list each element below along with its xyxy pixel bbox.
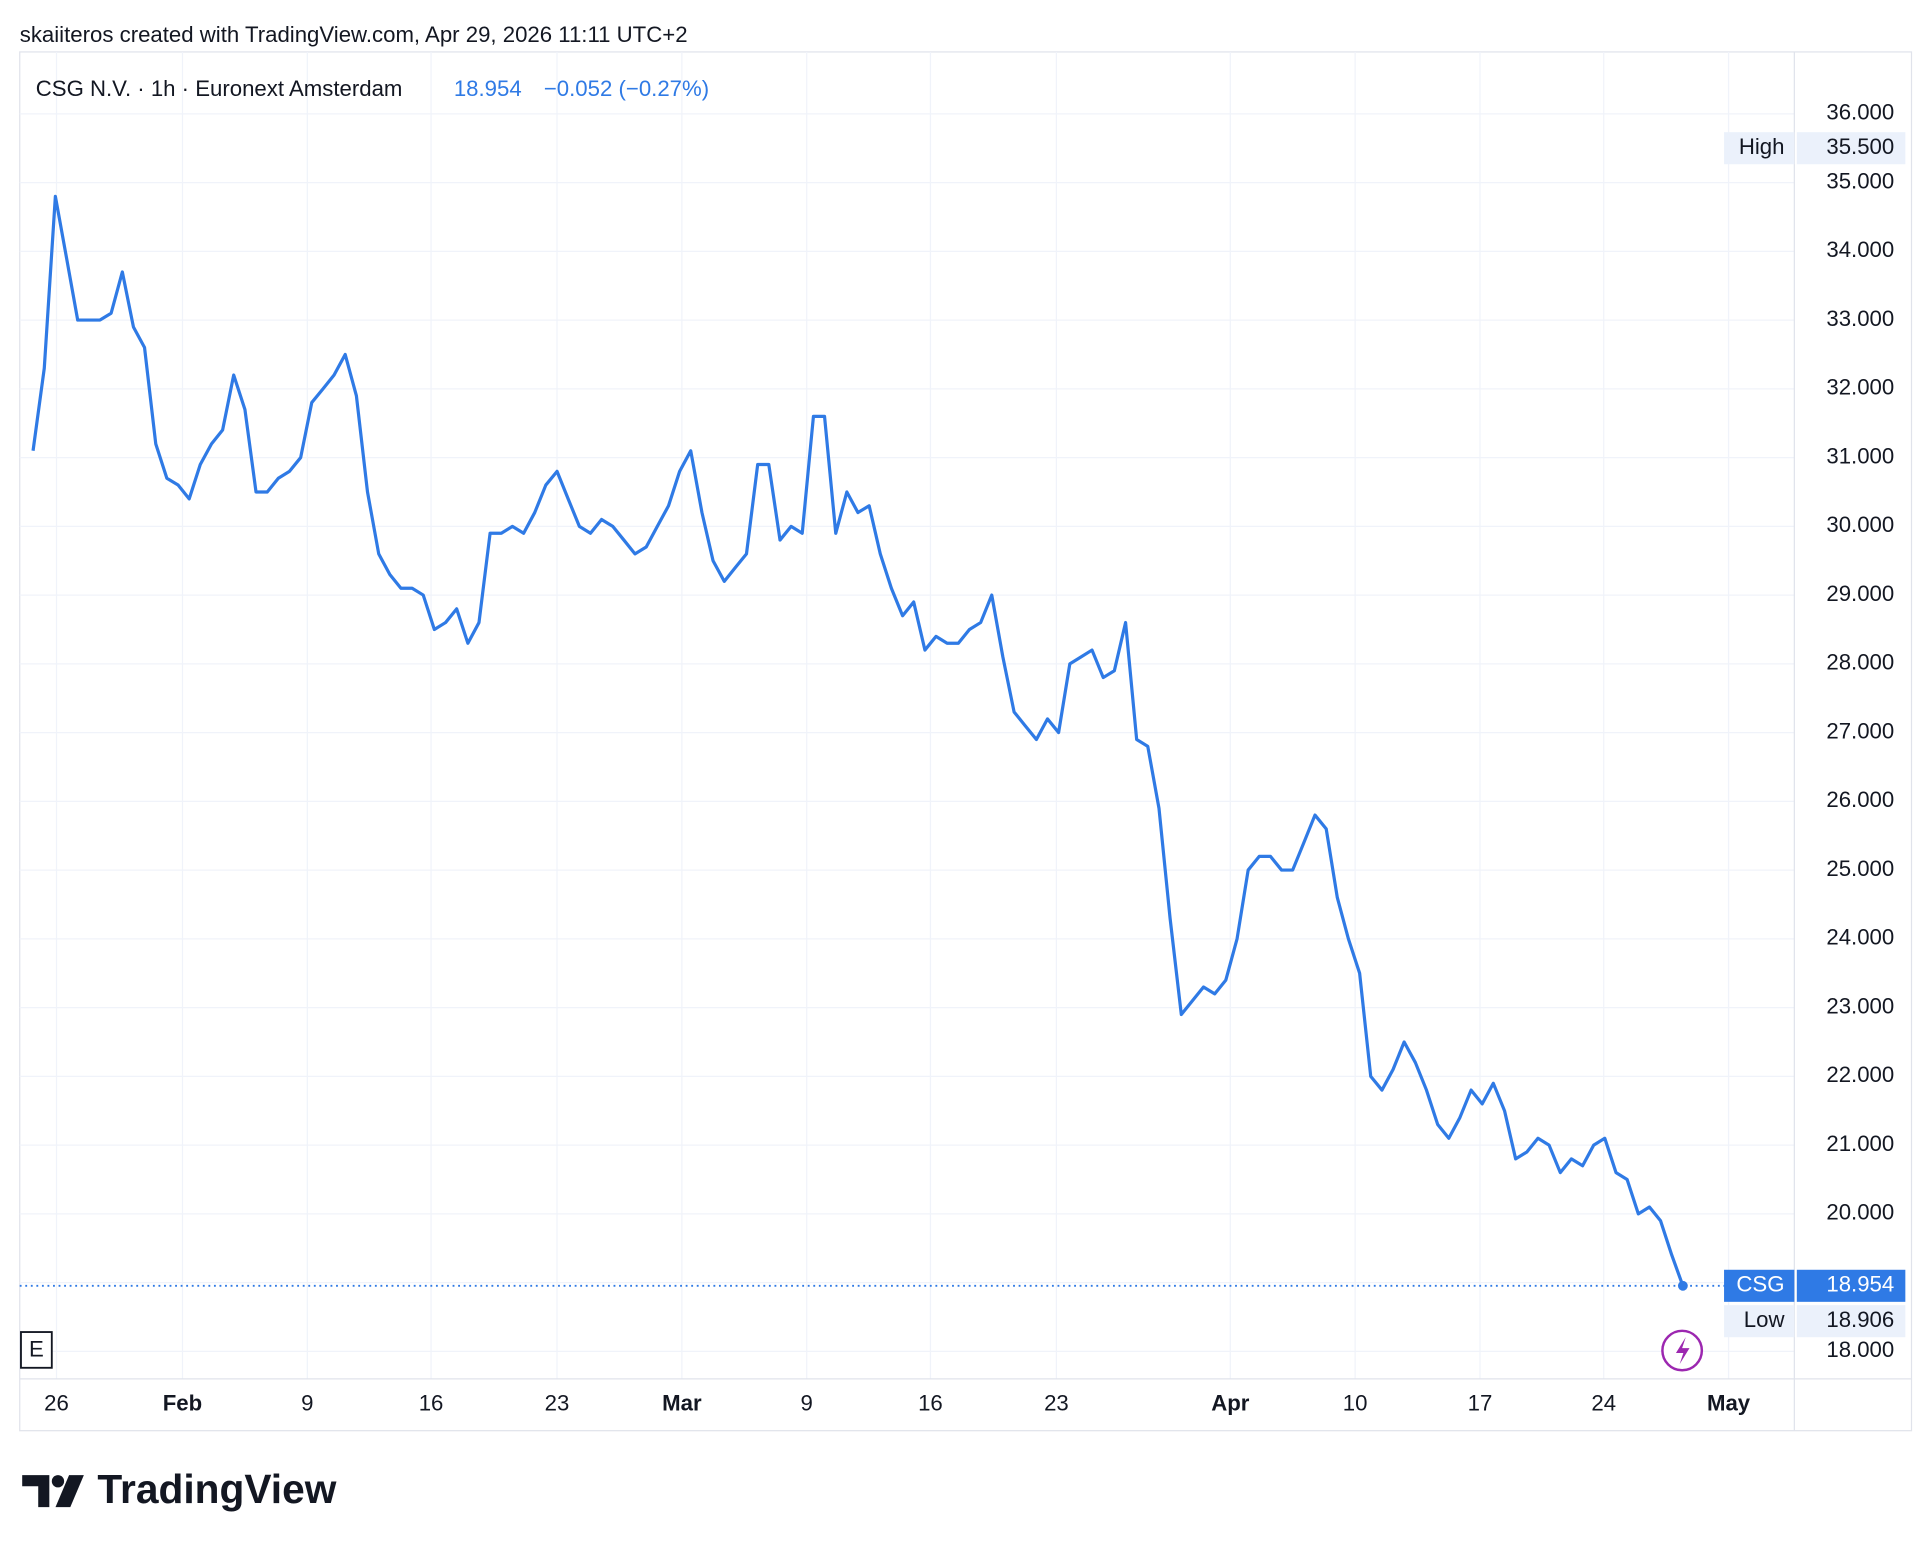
y-tick-label: 22.000 — [1826, 1062, 1894, 1087]
y-tick-label: 36.000 — [1826, 100, 1894, 125]
y-tick-label: 30.000 — [1826, 512, 1894, 537]
x-tick-label: 17 — [1468, 1391, 1493, 1416]
low-value-tag — [1796, 1305, 1906, 1338]
x-tick-label: 26 — [44, 1391, 69, 1416]
y-tick-label: 18.000 — [1826, 1337, 1894, 1362]
brand-logo — [22, 1475, 84, 1508]
y-tick-label: 35.000 — [1826, 168, 1894, 193]
x-tick-label: 23 — [545, 1391, 570, 1416]
high-value-tag — [1796, 132, 1906, 165]
x-tick-label: 16 — [918, 1391, 943, 1416]
y-tick-label: 27.000 — [1826, 718, 1894, 743]
y-tick-label: 25.000 — [1826, 856, 1894, 881]
legend-change: −0.052 (−0.27%) — [544, 76, 709, 101]
chart-frame — [19, 51, 1913, 1432]
legend-symbol: CSG N.V. · 1h · Euronext Amsterdam — [36, 76, 403, 101]
last-point — [1677, 1280, 1688, 1291]
high-label: High — [1739, 134, 1785, 159]
e-button[interactable] — [20, 1331, 53, 1369]
y-tick-label: 26.000 — [1826, 787, 1894, 812]
plot: 18.00019.00020.00021.00022.00023.00024.0… — [19, 51, 1912, 1431]
high-tag — [1724, 132, 1795, 165]
current-label: CSG — [1736, 1272, 1784, 1297]
x-tick-label: Mar — [662, 1391, 702, 1416]
y-tick-label: 23.000 — [1826, 993, 1894, 1018]
header: skaiiteros created with TradingView.com,… — [20, 22, 688, 47]
brand-name: TradingView — [97, 1466, 336, 1512]
x-tick-label: 10 — [1343, 1391, 1368, 1416]
current-tag — [1724, 1269, 1795, 1302]
y-tick-label: 21.000 — [1826, 1131, 1894, 1156]
y-tick-label: 34.000 — [1826, 237, 1894, 262]
price-line — [31, 194, 1685, 1287]
low-tag — [1724, 1305, 1795, 1338]
y-tick-label: 28.000 — [1826, 650, 1894, 675]
y-tick-label: 20.000 — [1826, 1200, 1894, 1225]
e-button-label[interactable]: E — [29, 1336, 44, 1361]
x-tick-label: Feb — [163, 1391, 202, 1416]
y-tick-label: 24.000 — [1826, 925, 1894, 950]
high-value: 35.500 — [1826, 134, 1894, 159]
x-tick-label: 16 — [419, 1391, 444, 1416]
legend-price: 18.954 — [454, 76, 522, 101]
lightning-icon — [1675, 1336, 1690, 1365]
y-tick-label: 29.000 — [1826, 581, 1894, 606]
x-tick-label: May — [1707, 1391, 1751, 1416]
x-tick-label: 23 — [1044, 1391, 1069, 1416]
current-value-tag — [1796, 1269, 1906, 1302]
y-tick-label: 31.000 — [1826, 443, 1894, 468]
low-label: Low — [1744, 1307, 1786, 1332]
current-value: 18.954 — [1826, 1272, 1894, 1297]
x-tick-label: 24 — [1591, 1391, 1616, 1416]
x-tick-label: 9 — [301, 1391, 313, 1416]
x-tick-label: 9 — [801, 1391, 813, 1416]
low-value: 18.906 — [1826, 1307, 1894, 1332]
y-tick-label: 33.000 — [1826, 306, 1894, 331]
x-tick-label: Apr — [1211, 1391, 1250, 1416]
y-tick-label: 32.000 — [1826, 375, 1894, 400]
